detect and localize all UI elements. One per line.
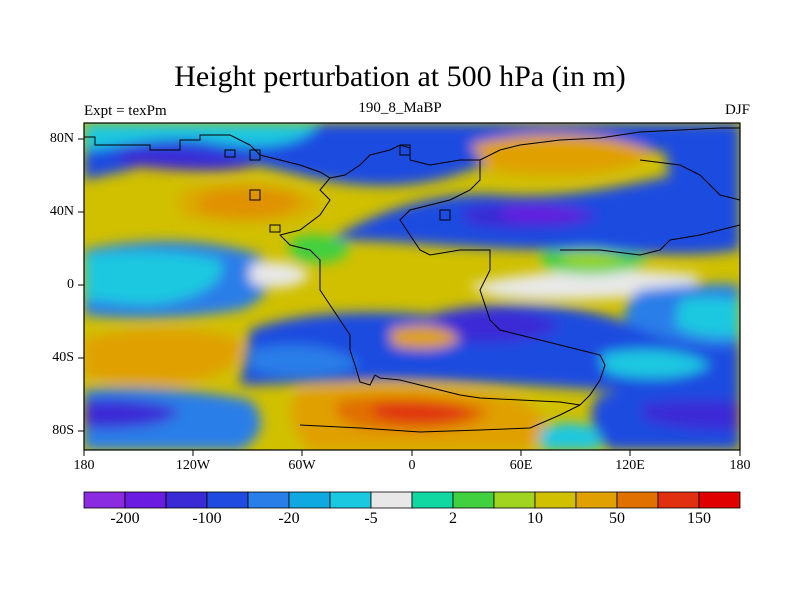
season-label: DJF — [724, 102, 750, 118]
colorbar-swatch — [288, 491, 331, 509]
colorbar-swatch — [83, 491, 126, 509]
colorbar-swatch — [329, 491, 372, 509]
x-tick-label: 180 — [73, 458, 95, 473]
contour-field — [84, 123, 740, 450]
map-title: Height perturbation at 500 hPa (in m) — [174, 60, 626, 93]
y-tick-label: 0 — [67, 277, 74, 292]
colorbar-label: 10 — [527, 510, 543, 527]
colorbar-label: -100 — [192, 510, 222, 527]
y-tick-label: 40N — [49, 204, 74, 219]
colorbar-label: -5 — [364, 510, 378, 527]
y-tick-label: 80S — [52, 423, 74, 438]
colorbar-label: 50 — [609, 510, 625, 527]
run-label: 190_8_MaBP — [358, 100, 442, 116]
x-tick-label: 60E — [509, 458, 533, 473]
colorbar-swatch — [370, 491, 413, 509]
colorbar-label: 2 — [449, 510, 457, 527]
x-tick-label: 180 — [729, 458, 751, 473]
x-tick-label: 120W — [175, 458, 211, 473]
colorbar-label: -200 — [110, 510, 140, 527]
x-tick-label: 0 — [408, 458, 416, 473]
colorbar-swatch — [616, 491, 659, 509]
colorbar-swatch — [452, 491, 495, 509]
x-tick-label: 60W — [288, 458, 316, 473]
y-tick-label: 40S — [52, 350, 74, 365]
colorbar-swatch — [698, 491, 741, 509]
colorbar-swatch — [247, 491, 290, 509]
colorbar-swatch — [657, 491, 700, 509]
coastlines — [84, 127, 740, 433]
colorbar-swatch — [411, 491, 454, 509]
x-tick-label: 120E — [615, 458, 645, 473]
colorbar-swatch — [575, 491, 618, 509]
colorbar-swatch — [534, 491, 577, 509]
colorbar-swatch — [124, 491, 167, 509]
colorbar-swatch — [165, 491, 208, 509]
colorbar — [83, 491, 741, 509]
colorbar-label: -20 — [278, 510, 300, 527]
colorbar-swatch — [206, 491, 249, 509]
colorbar-label: 150 — [687, 510, 711, 527]
colorbar-swatch — [493, 491, 536, 509]
experiment-label: Expt = texPm — [84, 103, 167, 119]
y-tick-label: 80N — [49, 131, 74, 146]
